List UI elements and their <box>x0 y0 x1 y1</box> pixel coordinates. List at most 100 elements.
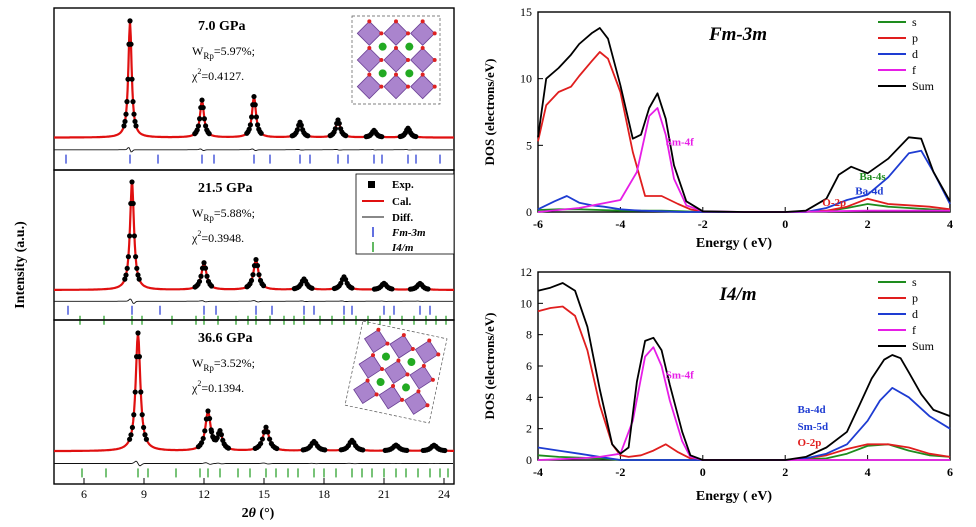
exp-data-point <box>261 429 267 435</box>
oxygen-atom <box>374 392 379 397</box>
oxygen-atom <box>396 358 401 363</box>
oxygen-atom <box>432 84 437 89</box>
exp-data-point <box>130 99 136 105</box>
rwp-value: =5.97%; <box>214 44 255 58</box>
exp-data-point <box>209 429 215 435</box>
exp-data-point <box>201 260 207 266</box>
xrd-x-tick-label: 15 <box>258 487 270 501</box>
exp-data-point <box>254 263 261 269</box>
i4-m-crystal-structure-inset <box>344 320 448 424</box>
xrd-chart-svg: Intensity (a.u.) 2θ (°) 7.0 GPaWRp=5.97%… <box>13 7 455 521</box>
exp-data-point <box>322 447 328 453</box>
difference-line <box>54 460 453 467</box>
exp-data-point <box>131 412 137 418</box>
legend-fm-label: Fm-3m <box>391 227 426 239</box>
dos-legend-label-d: d <box>912 47 918 61</box>
experimental-points <box>127 330 448 454</box>
dos-legend-label-f: f <box>912 323 916 337</box>
pressure-label: 36.6 GPa <box>198 331 252 346</box>
ba-atom <box>405 69 414 78</box>
dos-y-tick-label: 6 <box>526 359 532 373</box>
chi-superscript: 2 <box>197 379 201 388</box>
dos-y-tick-label: 2 <box>526 422 532 436</box>
difference-line <box>54 298 453 305</box>
dos-chart-1: -6 -4 -2 0 2 4 0 5 10 15 Energy ( eV) DOS (electron… <box>482 5 953 251</box>
oxygen-atom <box>410 347 415 352</box>
exp-data-point <box>214 435 220 441</box>
exp-data-point <box>134 265 140 271</box>
dos-legend-label-d: d <box>912 307 918 321</box>
rwp-label: WRp=5.88%; <box>192 206 255 223</box>
exp-data-point <box>131 233 137 239</box>
xrd-xlabel-theta: θ <box>249 506 257 521</box>
exp-data-point <box>127 436 133 442</box>
dos-legend-label-f: f <box>912 63 916 77</box>
exp-data-point <box>256 272 262 278</box>
xrd-panel-1: 7.0 GPa WRp=5.97%; χ2=0.4127. <box>53 7 455 171</box>
legend-exp-label: Exp. <box>392 179 414 191</box>
exp-data-point <box>247 122 253 128</box>
fm-3m-crystal-structure-inset <box>351 15 441 105</box>
dos-y-tick-label: 12 <box>520 265 532 279</box>
ba-atom <box>381 352 390 361</box>
oxygen-atom <box>380 367 385 372</box>
exp-data-point <box>138 389 144 395</box>
dos-x-axis-label: Energy ( eV) <box>696 489 773 504</box>
dos-series-line-sum <box>537 27 951 213</box>
oxygen-atom <box>365 378 370 383</box>
exp-data-point <box>195 123 201 129</box>
octahedron-shape <box>410 74 436 100</box>
dos-y-tick-label: 5 <box>526 138 532 152</box>
exp-data-point <box>136 354 142 360</box>
exp-data-point <box>260 283 267 289</box>
xrd-x-tick-label: 21 <box>378 487 390 501</box>
dos-series-line-p <box>537 305 951 461</box>
exp-data-point <box>225 445 231 451</box>
xrd-x-tick-label: 12 <box>198 487 210 501</box>
exp-data-point <box>202 428 208 434</box>
oxygen-atom <box>427 338 432 343</box>
oxygen-atom <box>371 353 376 358</box>
oxygen-atom <box>425 403 430 408</box>
octahedron-shape <box>358 354 383 379</box>
exp-data-point <box>133 254 139 260</box>
exp-data-point <box>136 276 142 282</box>
oxygen-atom <box>432 58 437 62</box>
dos-legend-label-sum: Sum <box>912 79 935 93</box>
dos-legend-label-p: p <box>912 291 918 305</box>
octahedron-shape <box>356 20 382 46</box>
dos-series-line-f <box>537 107 950 213</box>
exp-data-point <box>127 18 133 24</box>
exp-data-point <box>207 415 213 422</box>
oxygen-atom <box>406 58 410 62</box>
exp-data-point <box>425 286 431 292</box>
oxygen-atom <box>391 383 396 388</box>
oxygen-atom <box>367 72 372 77</box>
dos-legend-label-sum: Sum <box>912 339 935 353</box>
xrd-xlabel-unit: (°) <box>256 506 275 521</box>
rwp-symbol: W <box>192 356 204 370</box>
dos-annotation-label: Ba-4d <box>855 186 883 198</box>
exp-data-point <box>263 424 269 430</box>
octahedron-shape <box>356 74 382 100</box>
exp-data-point <box>127 233 133 239</box>
chi-square-label: χ2=0.3948. <box>191 229 244 245</box>
exp-data-point <box>125 254 131 260</box>
dos-figure: -6 -4 -2 0 2 4 0 5 10 15 Energy ( eV) DOS (electron… <box>468 0 976 527</box>
exp-data-point <box>141 424 147 431</box>
exp-data-point <box>246 126 252 132</box>
dos-x-tick-label: -6 <box>533 217 543 231</box>
chi-superscript: 2 <box>197 67 201 76</box>
exp-data-point <box>294 127 300 133</box>
dos-annotation-label: O-2p <box>798 437 822 449</box>
exp-data-point <box>123 111 129 117</box>
ba-atom <box>405 42 414 51</box>
oxygen-atom <box>420 72 425 77</box>
exp-data-point <box>201 116 207 122</box>
rwp-value: =3.52%; <box>214 356 255 370</box>
chi-symbol: χ <box>191 231 198 245</box>
dos-x-tick-label: 2 <box>782 465 788 479</box>
octahedron-shape <box>383 74 409 100</box>
oxygen-atom <box>379 84 384 89</box>
exp-data-point <box>125 76 131 82</box>
